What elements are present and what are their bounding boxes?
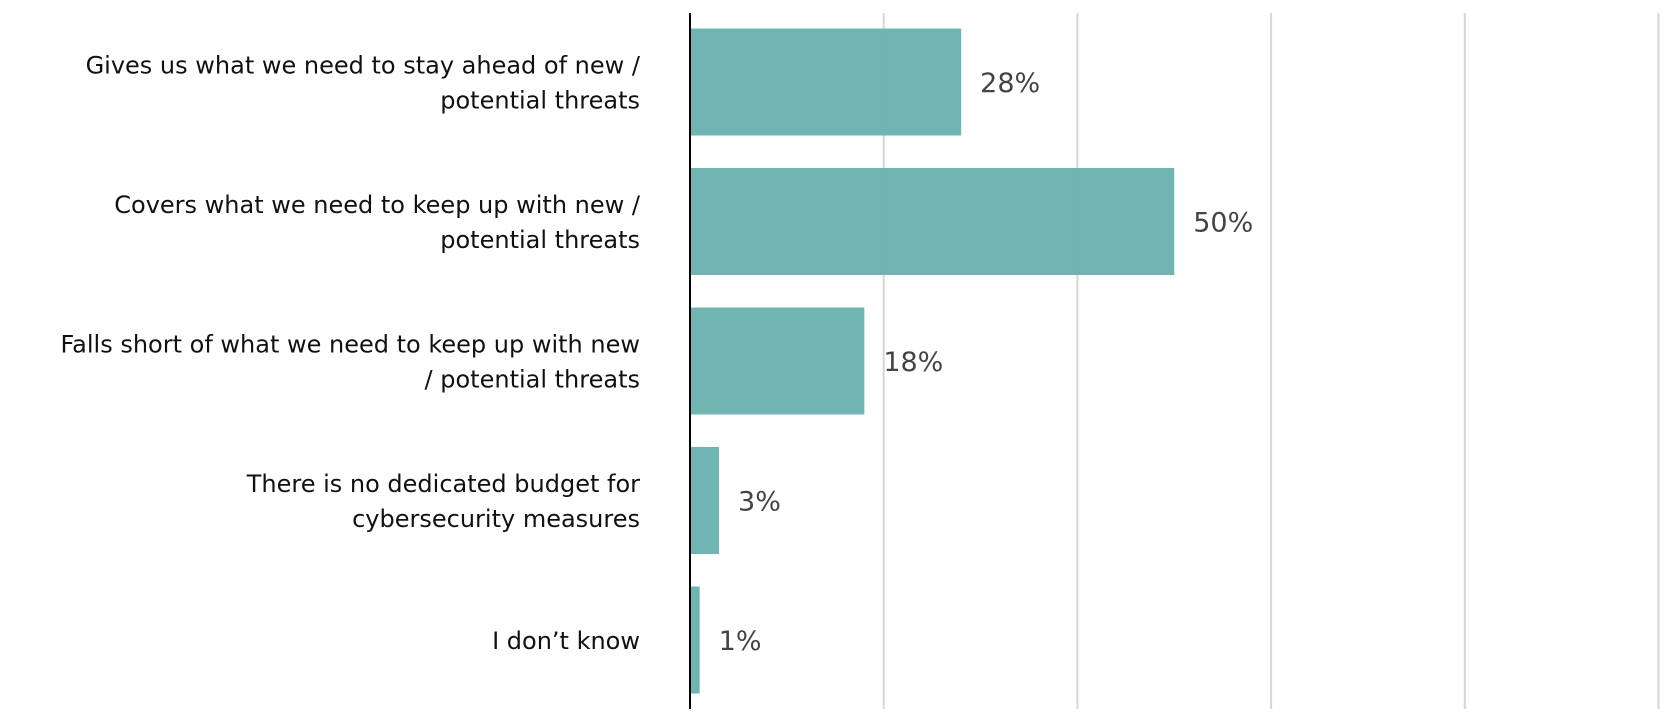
value-label: 3% xyxy=(738,487,781,518)
category-label-line: potential threats xyxy=(440,87,640,115)
category-label: Covers what we need to keep up with new … xyxy=(114,191,641,254)
bar xyxy=(690,307,865,415)
bar xyxy=(690,586,700,694)
value-label: 1% xyxy=(719,626,762,657)
category-label-line: I don’t know xyxy=(492,627,640,655)
category-label-line: potential threats xyxy=(440,226,640,254)
category-label-line: Falls short of what we need to keep up w… xyxy=(61,331,640,359)
value-label: 28% xyxy=(980,68,1040,99)
category-label: Falls short of what we need to keep up w… xyxy=(61,331,640,394)
category-label-line: Covers what we need to keep up with new … xyxy=(114,191,641,219)
category-label-line: cybersecurity measures xyxy=(352,505,640,533)
value-label: 18% xyxy=(883,347,943,378)
category-label: I don’t know xyxy=(492,627,640,655)
bar xyxy=(690,168,1175,275)
category-label-line: Gives us what we need to stay ahead of n… xyxy=(86,52,641,80)
category-label-line: There is no dedicated budget for xyxy=(246,470,640,498)
category-label: There is no dedicated budget for cybersec… xyxy=(246,470,640,533)
value-label: 50% xyxy=(1193,208,1253,239)
bar xyxy=(690,28,962,136)
bar xyxy=(690,447,720,554)
category-label-line: / potential threats xyxy=(425,366,640,394)
category-label: Gives us what we need to stay ahead of n… xyxy=(86,52,641,115)
